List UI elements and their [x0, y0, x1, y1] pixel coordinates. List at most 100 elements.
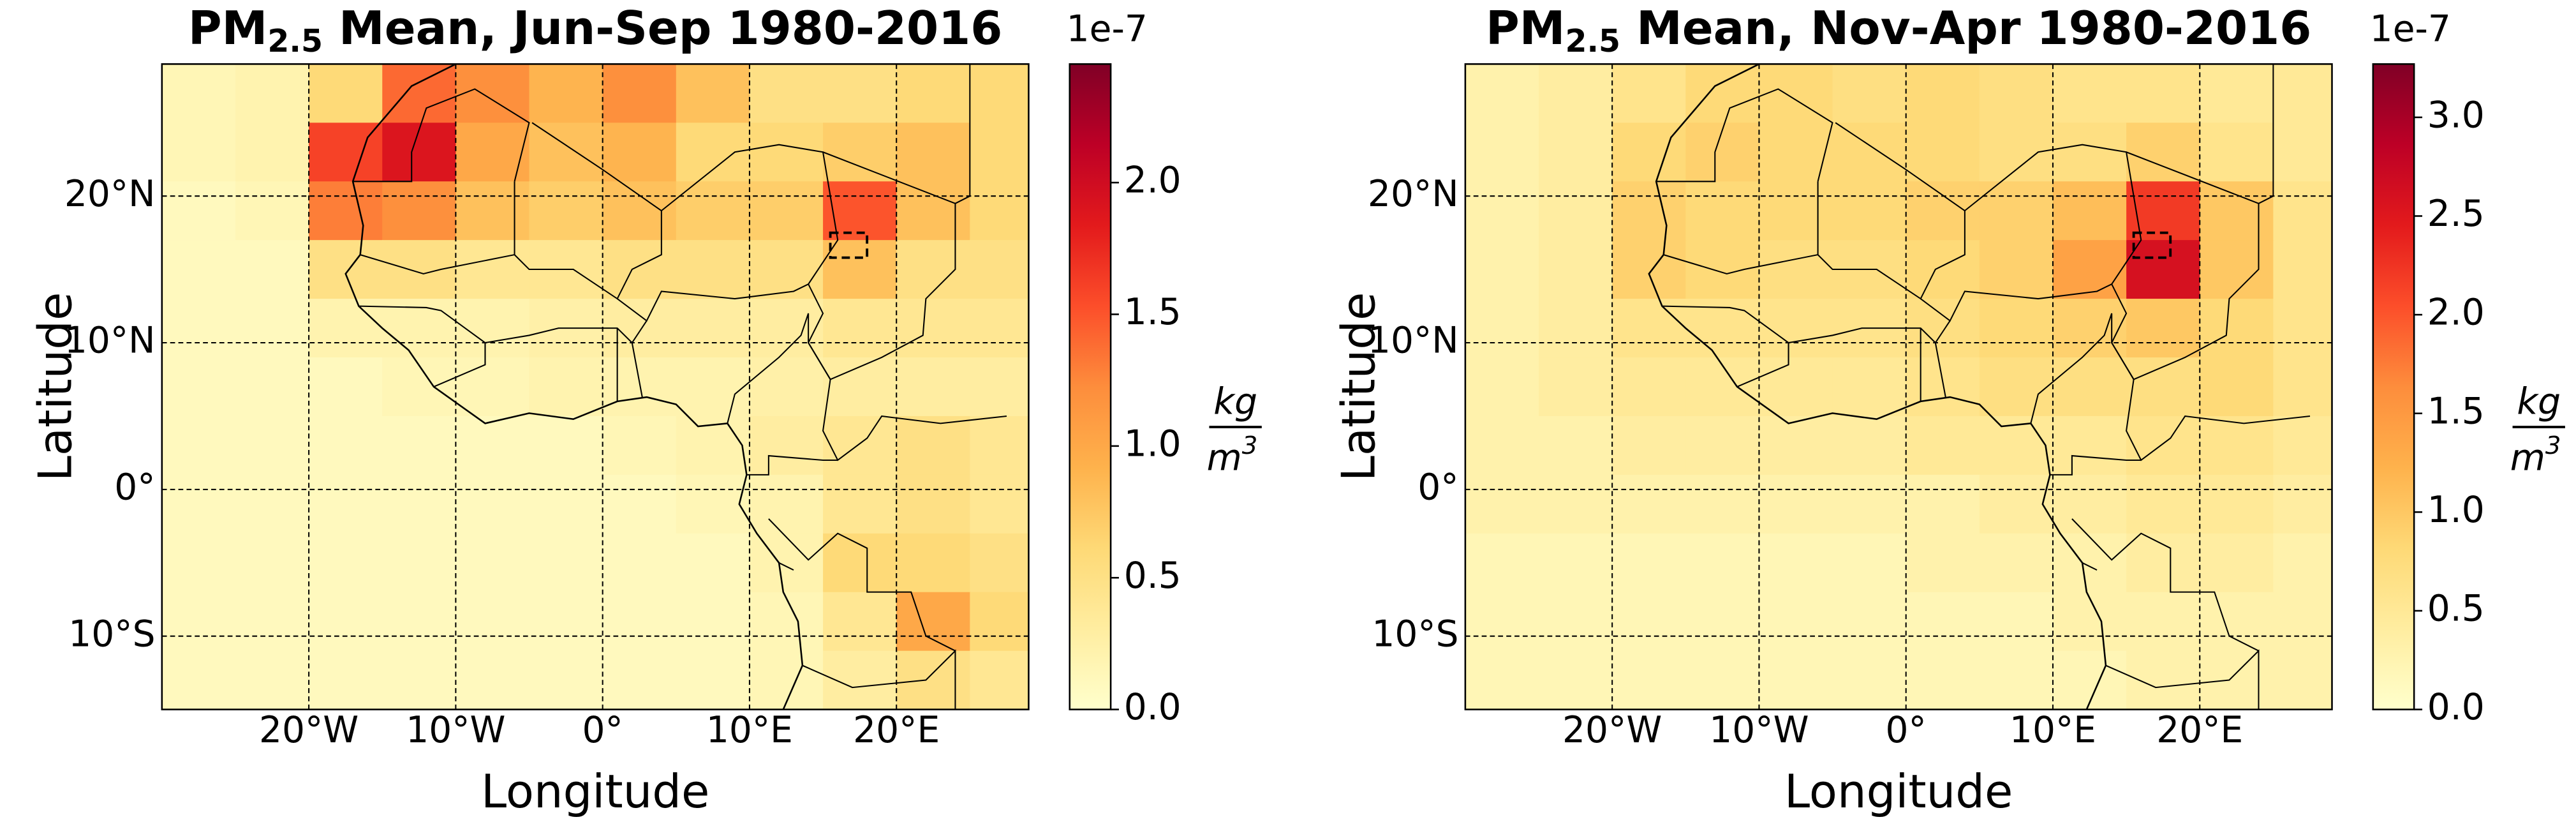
heat-cell	[2052, 533, 2128, 594]
heat-cell	[2052, 181, 2128, 241]
heat-cell	[970, 299, 1029, 359]
heat-cell	[529, 474, 603, 535]
heat-cell	[2052, 123, 2128, 183]
heat-cell	[823, 181, 898, 241]
heat-cell	[896, 240, 971, 300]
heat-cell	[823, 592, 898, 652]
chart-title: PM2.5 Mean, Jun-Sep 1980-2016	[188, 1, 1002, 59]
heat-cell	[970, 592, 1029, 652]
heat-cell	[602, 592, 677, 652]
heat-cell	[309, 299, 383, 359]
x-tick-label: 20°W	[259, 709, 359, 751]
heat-cell	[1832, 533, 1907, 594]
heat-cell	[235, 474, 310, 535]
heat-cell	[1832, 650, 1907, 710]
heat-cell	[1832, 592, 1907, 652]
heat-cell	[1465, 357, 1540, 417]
heat-cell	[2126, 533, 2201, 594]
heat-cell	[896, 123, 971, 183]
heat-cell	[382, 533, 457, 594]
heat-cell	[1906, 650, 1981, 710]
heat-cell	[161, 592, 237, 652]
colorbar-offset: 1e-7	[1067, 8, 1148, 50]
heat-cell	[2200, 650, 2274, 710]
heat-cell	[529, 650, 603, 710]
heat-cell	[970, 357, 1029, 417]
heat-cell	[823, 416, 898, 476]
border	[2111, 151, 2260, 380]
heat-cell	[1832, 64, 1907, 124]
heat-cell	[1685, 416, 1760, 476]
heat-cell	[2200, 64, 2274, 124]
heat-cell	[235, 181, 310, 241]
heat-cell	[1759, 123, 1833, 183]
heat-cell	[1979, 64, 2054, 124]
heat-cell	[896, 416, 971, 476]
heat-cell	[1539, 650, 1613, 710]
colorbar-tick-label: 0.5	[1124, 555, 1181, 597]
heat-cell	[1539, 64, 1613, 124]
heat-cell	[309, 416, 383, 476]
heat-cell	[309, 240, 383, 300]
heat-cell	[676, 64, 751, 124]
title-part: PM	[188, 1, 267, 54]
heat-cell	[529, 416, 603, 476]
heat-cell	[2126, 592, 2201, 652]
heat-cell	[823, 650, 898, 710]
heat-cell	[1906, 123, 1981, 183]
x-tick-label: 20°W	[1562, 709, 1662, 751]
unit-exponent: 3	[2545, 431, 2561, 460]
border	[2082, 562, 2098, 571]
heat-cell	[2200, 123, 2274, 183]
heat-cell	[1685, 592, 1760, 652]
heat-cell	[896, 650, 971, 710]
heat-cell	[1685, 299, 1760, 359]
heat-cell	[970, 240, 1029, 300]
heat-cell	[1465, 416, 1540, 476]
colorbar-tick-label: 1.0	[2427, 489, 2485, 531]
heat-cell	[382, 299, 457, 359]
heat-cell	[382, 123, 457, 183]
heat-cell	[161, 64, 237, 124]
heat-cell	[1759, 592, 1833, 652]
heat-cell	[1685, 533, 1760, 594]
heat-cell	[896, 299, 971, 359]
heat-cell	[676, 592, 751, 652]
unit-denominator: m3	[2510, 431, 2561, 479]
heat-cell	[749, 533, 824, 594]
heat-cell	[896, 64, 971, 124]
heat-cell	[235, 357, 310, 417]
y-tick-label: 10°S	[68, 613, 155, 655]
heat-cell	[2200, 474, 2274, 535]
heat-cell	[2273, 181, 2332, 241]
heat-cell	[455, 181, 530, 241]
heat-cell	[2273, 357, 2332, 417]
heat-cell	[529, 533, 603, 594]
border	[778, 562, 794, 571]
heat-cell	[970, 533, 1029, 594]
heat-cell	[1465, 240, 1540, 300]
heat-cell	[2126, 299, 2201, 359]
heat-cell	[455, 416, 530, 476]
heat-cell	[2273, 592, 2332, 652]
heat-cell	[2273, 533, 2332, 594]
heat-cell	[1539, 592, 1613, 652]
border	[1920, 144, 2142, 322]
heat-cell	[823, 474, 898, 535]
chart-title: PM2.5 Mean, Nov-Apr 1980-2016	[1486, 1, 2311, 59]
heat-cell	[1979, 474, 2054, 535]
y-tick-label: 10°N	[1368, 320, 1459, 362]
heat-cell	[2273, 474, 2332, 535]
heat-cell	[896, 474, 971, 535]
heat-cell	[382, 240, 457, 300]
unit-exponent: 3	[1242, 431, 1258, 460]
heat-cell	[1832, 416, 1907, 476]
heat-cell	[1539, 299, 1613, 359]
heat-cell	[602, 240, 677, 300]
x-axis-label: Longitude	[481, 765, 709, 818]
heat-cell	[455, 592, 530, 652]
heat-cell	[1979, 240, 2054, 300]
heat-cell	[823, 64, 898, 124]
y-tick-label: 20°N	[64, 173, 156, 215]
